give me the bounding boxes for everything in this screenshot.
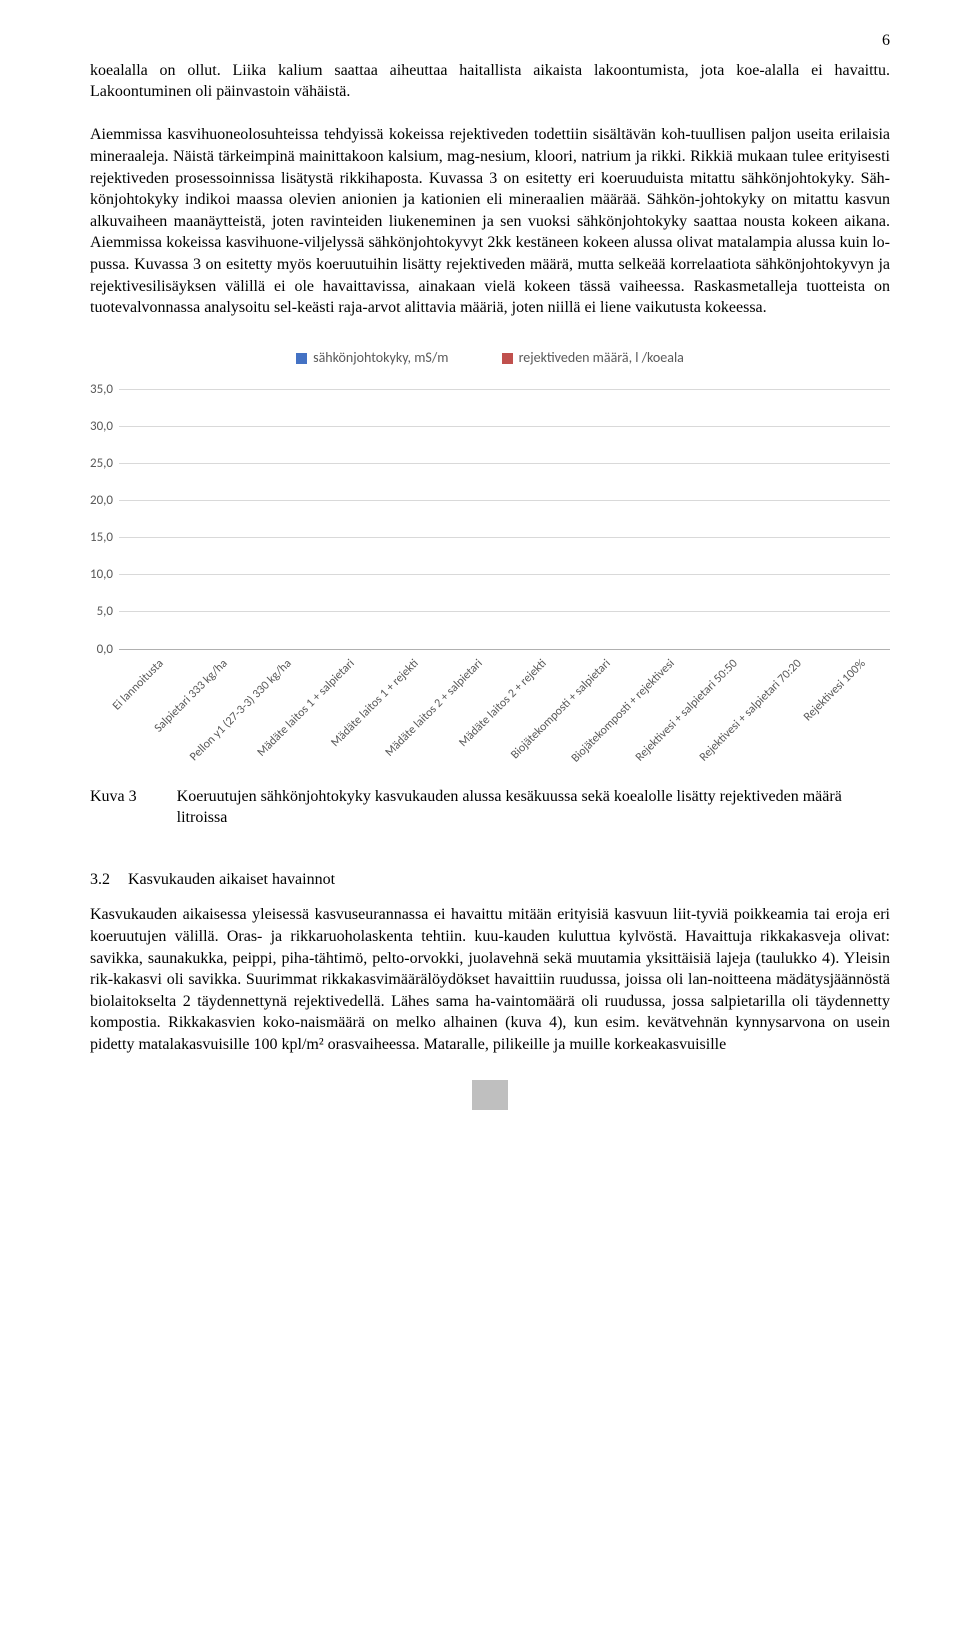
legend-swatch-2 [502, 353, 513, 364]
caption-label: Kuva 3 [90, 786, 137, 829]
x-label: Rejektivesi 100% [826, 656, 890, 776]
gridline [119, 611, 890, 612]
gridline [119, 389, 890, 390]
gridline [119, 426, 890, 427]
section-title: Kasvukauden aikaiset havainnot [128, 869, 335, 891]
gridline [119, 463, 890, 464]
legend-item-1: sähkönjohtokyky, mS/m [296, 349, 448, 368]
chart-area: 35,030,025,020,015,010,05,00,0 [90, 390, 890, 650]
paragraph-1: koealalla on ollut. Liika kalium saattaa… [90, 60, 890, 103]
y-axis: 35,030,025,020,015,010,05,00,0 [90, 390, 119, 650]
section-number: 3.2 [90, 869, 110, 891]
paragraph-2: Aiemmissa kasvihuoneolosuhteissa tehdyis… [90, 124, 890, 318]
page-number: 6 [90, 30, 890, 52]
chart-legend: sähkönjohtokyky, mS/m rejektiveden määrä… [90, 349, 890, 370]
gridline [119, 537, 890, 538]
caption-text: Koeruutujen sähkönjohtokyky kasvukauden … [177, 786, 890, 829]
legend-swatch-1 [296, 353, 307, 364]
x-axis-labels: Ei lannoitustaSalpietari 333 kg/haPellon… [90, 656, 890, 776]
chart-figure-3: sähkönjohtokyky, mS/m rejektiveden määrä… [90, 349, 890, 776]
gridline [119, 500, 890, 501]
legend-label-2: rejektiveden määrä, l /koeala [519, 349, 684, 368]
footer-page-block [472, 1080, 508, 1110]
legend-item-2: rejektiveden määrä, l /koeala [502, 349, 684, 368]
figure-caption: Kuva 3 Koeruutujen sähkönjohtokyky kasvu… [90, 786, 890, 829]
gridline [119, 574, 890, 575]
legend-label-1: sähkönjohtokyky, mS/m [313, 349, 448, 368]
paragraph-3: Kasvukauden aikaisessa yleisessä kasvuse… [90, 904, 890, 1055]
plot-area [119, 390, 890, 650]
section-heading: 3.2 Kasvukauden aikaiset havainnot [90, 869, 890, 891]
